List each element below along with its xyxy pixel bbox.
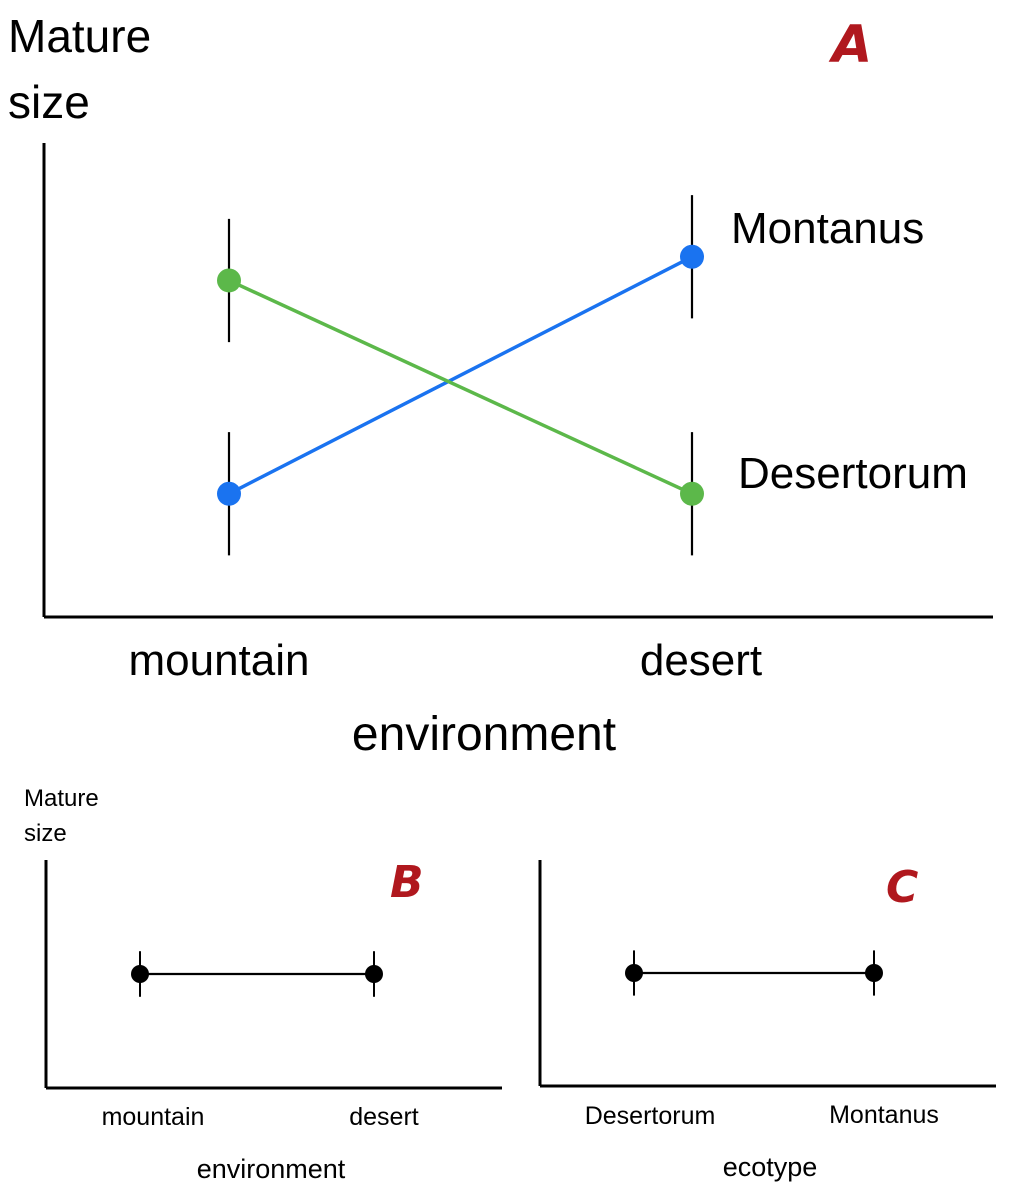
panel-b-xlabel: environment xyxy=(197,1154,346,1184)
panel-c-letter: C xyxy=(886,862,918,913)
panel-a-label-desertorum: Desertorum xyxy=(738,449,968,498)
panel-b-ylabel-line2: size xyxy=(24,820,67,847)
panel-a-point-desertorum-0 xyxy=(217,268,241,293)
panel-a-xtick-desert: desert xyxy=(640,636,762,685)
panel-b: B Mature size mountain desert environmen… xyxy=(24,785,502,1184)
panel-c-point-series-0-0 xyxy=(625,964,643,982)
panel-a-marks xyxy=(217,195,704,556)
panel-a-point-desertorum-1 xyxy=(680,481,704,506)
panel-c-marks xyxy=(625,950,883,996)
panel-a-letter: A xyxy=(828,15,872,75)
panel-c-xlabel: ecotype xyxy=(723,1152,818,1182)
panel-b-letter: B xyxy=(390,857,424,908)
panel-a-xlabel: environment xyxy=(352,708,616,761)
panel-c-xtick-desertorum: Desertorum xyxy=(585,1102,716,1130)
panel-a-point-montanus-1 xyxy=(680,244,704,269)
panel-a-ylabel-line1: Mature xyxy=(8,10,151,62)
panel-a-label-montanus: Montanus xyxy=(731,204,924,253)
panel-c: C Desertorum Montanus ecotype xyxy=(538,860,996,1182)
panel-a-ylabel-line2: size xyxy=(8,76,90,128)
panel-a-point-montanus-0 xyxy=(217,481,241,506)
panel-a-xtick-mountain: mountain xyxy=(128,636,309,685)
panel-b-ylabel-line1: Mature xyxy=(24,785,99,812)
panel-b-marks xyxy=(131,951,383,997)
panel-c-xtick-montanus: Montanus xyxy=(829,1101,939,1129)
panel-a-line-montanus xyxy=(228,255,693,496)
panel-a-line-desertorum xyxy=(228,278,693,496)
panel-b-point-series-0-1 xyxy=(365,965,383,983)
panel-b-xtick-mountain: mountain xyxy=(102,1103,205,1131)
panel-b-point-series-0-0 xyxy=(131,965,149,983)
panel-c-point-series-0-1 xyxy=(865,964,883,982)
panel-b-xtick-desert: desert xyxy=(349,1103,419,1131)
panel-a: A Mature size mountain desert environmen… xyxy=(8,10,993,761)
